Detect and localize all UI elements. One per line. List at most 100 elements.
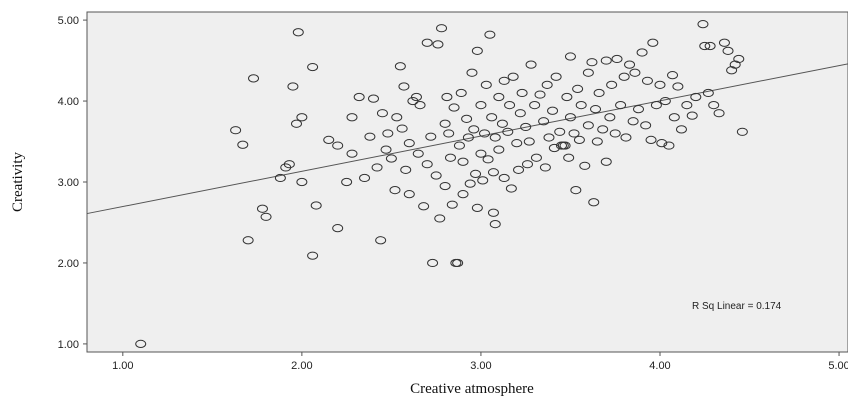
data-point [525,60,537,69]
data-point [554,127,566,136]
data-point [541,80,553,89]
data-point [398,82,410,91]
data-point [489,219,501,229]
data-point [667,71,679,80]
data-point [568,129,580,138]
y-axis-title: Creativity [10,152,26,212]
data-point [385,154,397,163]
data-point [672,82,684,91]
x-tick-label: 1.00 [112,360,133,372]
data-point [453,141,465,150]
data-point [307,251,319,260]
data-point [394,62,406,71]
data-point [668,113,680,122]
data-point [505,184,517,193]
data-point [421,38,433,47]
data-point [663,141,675,150]
data-point [650,100,662,110]
data-point [572,84,584,94]
plot-area [86,11,848,353]
data-point [436,24,448,33]
data-point [396,124,408,133]
data-point [292,28,304,37]
points-layer [135,20,748,349]
data-point [310,201,322,210]
data-point [627,117,639,126]
data-point [507,72,519,81]
y-axis: 1.00 2.00 3.00 4.00 5.00 [58,15,87,351]
data-point [403,190,415,199]
data-point [718,38,730,47]
data-point [359,173,371,183]
data-point [539,163,551,172]
data-point [248,74,260,83]
data-point [462,133,474,142]
data-point [389,185,401,195]
data-point [690,92,702,102]
data-point [570,185,582,195]
data-point [729,60,741,69]
data-point [591,137,603,146]
data-point [290,119,302,128]
data-point [498,173,510,183]
r-squared-annotation: R Sq Linear = 0.174 [692,301,782,312]
data-point [722,46,734,55]
data-point [135,339,147,349]
data-point [403,139,415,148]
data-point [640,121,652,130]
data-point [242,236,254,245]
data-point [530,153,542,162]
data-point [439,119,451,128]
data-point [523,137,535,146]
x-axis-title: Creative atmosphere [410,381,534,397]
data-point [636,48,648,57]
data-point [511,139,523,148]
data-point [726,66,738,75]
data-point [606,80,618,89]
data-point [600,56,612,65]
data-point [461,114,473,123]
data-point [367,94,379,103]
data-point [364,132,376,141]
data-point [550,72,562,81]
data-point [432,40,444,49]
data-point [629,68,641,77]
data-point [704,41,716,51]
data-point [407,96,419,106]
data-point [412,149,424,158]
data-point [597,125,609,134]
data-point [296,113,308,122]
data-point [520,122,532,132]
data-point [410,92,422,102]
data-point [487,208,499,217]
data-point [645,135,657,145]
data-point [444,153,456,162]
data-point [609,129,621,138]
data-point [380,145,392,154]
data-point [414,100,426,110]
data-point [713,109,725,118]
data-point [513,165,525,174]
data-point [441,92,453,102]
data-point [475,100,487,110]
data-point [699,41,711,51]
data-point [427,258,439,268]
data-point [371,163,383,172]
data-point [376,109,388,118]
data-point [353,92,365,102]
data-point [593,88,605,98]
data-point [521,160,533,169]
data-point [588,198,600,207]
data-point [564,113,576,122]
data-point [502,127,514,136]
data-point [400,165,412,174]
data-point [564,52,576,61]
data-point [471,203,483,213]
data-point [538,117,550,126]
data-point [534,90,546,99]
data-point [482,155,494,164]
data-point [346,149,358,158]
data-point [480,80,492,89]
data-point [479,129,491,138]
data-point [641,76,653,85]
